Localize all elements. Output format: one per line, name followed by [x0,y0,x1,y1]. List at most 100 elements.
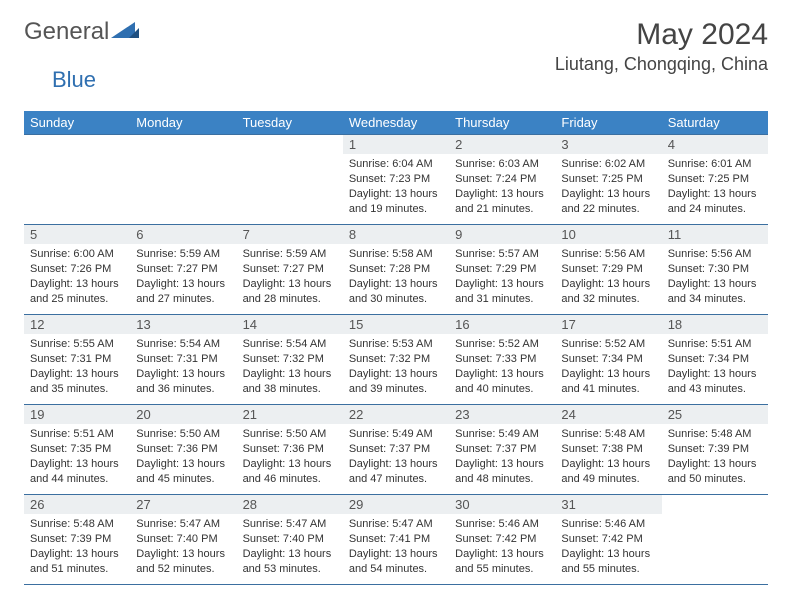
day-number: 18 [662,315,768,334]
day-details: Sunrise: 5:47 AMSunset: 7:40 PMDaylight:… [130,514,236,582]
calendar-week-row: 1Sunrise: 6:04 AMSunset: 7:23 PMDaylight… [24,135,768,225]
calendar-day-cell: 22Sunrise: 5:49 AMSunset: 7:37 PMDayligh… [343,405,449,495]
day-number: 8 [343,225,449,244]
day-number: 1 [343,135,449,154]
day-number: 24 [555,405,661,424]
calendar-week-row: 5Sunrise: 6:00 AMSunset: 7:26 PMDaylight… [24,225,768,315]
calendar-day-cell: 31Sunrise: 5:46 AMSunset: 7:42 PMDayligh… [555,495,661,585]
day-details: Sunrise: 5:57 AMSunset: 7:29 PMDaylight:… [449,244,555,312]
calendar-table: Sunday Monday Tuesday Wednesday Thursday… [24,111,768,585]
day-details: Sunrise: 5:56 AMSunset: 7:30 PMDaylight:… [662,244,768,312]
weekday-header: Friday [555,111,661,135]
day-details: Sunrise: 5:47 AMSunset: 7:40 PMDaylight:… [237,514,343,582]
weekday-header: Saturday [662,111,768,135]
day-number: 15 [343,315,449,334]
day-details: Sunrise: 5:46 AMSunset: 7:42 PMDaylight:… [555,514,661,582]
day-number: 31 [555,495,661,514]
calendar-day-cell: 6Sunrise: 5:59 AMSunset: 7:27 PMDaylight… [130,225,236,315]
day-number: 5 [24,225,130,244]
calendar-day-cell: 19Sunrise: 5:51 AMSunset: 7:35 PMDayligh… [24,405,130,495]
day-number: 28 [237,495,343,514]
calendar-day-cell [237,135,343,225]
day-details: Sunrise: 5:50 AMSunset: 7:36 PMDaylight:… [130,424,236,492]
calendar-week-row: 19Sunrise: 5:51 AMSunset: 7:35 PMDayligh… [24,405,768,495]
calendar-day-cell: 12Sunrise: 5:55 AMSunset: 7:31 PMDayligh… [24,315,130,405]
calendar-day-cell: 24Sunrise: 5:48 AMSunset: 7:38 PMDayligh… [555,405,661,495]
month-title: May 2024 [555,18,768,52]
day-number: 12 [24,315,130,334]
day-details: Sunrise: 5:49 AMSunset: 7:37 PMDaylight:… [343,424,449,492]
calendar-day-cell [130,135,236,225]
logo-text-a: General [24,18,109,46]
calendar-day-cell: 23Sunrise: 5:49 AMSunset: 7:37 PMDayligh… [449,405,555,495]
calendar-day-cell: 3Sunrise: 6:02 AMSunset: 7:25 PMDaylight… [555,135,661,225]
day-details: Sunrise: 5:54 AMSunset: 7:31 PMDaylight:… [130,334,236,402]
day-details: Sunrise: 5:52 AMSunset: 7:33 PMDaylight:… [449,334,555,402]
day-details: Sunrise: 5:54 AMSunset: 7:32 PMDaylight:… [237,334,343,402]
day-number: 30 [449,495,555,514]
day-number: 7 [237,225,343,244]
calendar-day-cell [662,495,768,585]
day-number: 9 [449,225,555,244]
triangle-icon [111,20,139,45]
weekday-header: Thursday [449,111,555,135]
day-number: 19 [24,405,130,424]
day-details: Sunrise: 5:59 AMSunset: 7:27 PMDaylight:… [130,244,236,312]
day-number: 17 [555,315,661,334]
day-number: 13 [130,315,236,334]
day-number: 10 [555,225,661,244]
calendar-day-cell: 1Sunrise: 6:04 AMSunset: 7:23 PMDaylight… [343,135,449,225]
calendar-day-cell: 30Sunrise: 5:46 AMSunset: 7:42 PMDayligh… [449,495,555,585]
calendar-day-cell: 26Sunrise: 5:48 AMSunset: 7:39 PMDayligh… [24,495,130,585]
day-details: Sunrise: 5:52 AMSunset: 7:34 PMDaylight:… [555,334,661,402]
calendar-day-cell: 10Sunrise: 5:56 AMSunset: 7:29 PMDayligh… [555,225,661,315]
calendar-day-cell: 11Sunrise: 5:56 AMSunset: 7:30 PMDayligh… [662,225,768,315]
calendar-day-cell: 18Sunrise: 5:51 AMSunset: 7:34 PMDayligh… [662,315,768,405]
calendar-day-cell: 28Sunrise: 5:47 AMSunset: 7:40 PMDayligh… [237,495,343,585]
day-details: Sunrise: 5:51 AMSunset: 7:35 PMDaylight:… [24,424,130,492]
weekday-header: Tuesday [237,111,343,135]
calendar-day-cell: 17Sunrise: 5:52 AMSunset: 7:34 PMDayligh… [555,315,661,405]
day-number: 2 [449,135,555,154]
calendar-day-cell: 7Sunrise: 5:59 AMSunset: 7:27 PMDaylight… [237,225,343,315]
day-number: 6 [130,225,236,244]
day-details: Sunrise: 5:55 AMSunset: 7:31 PMDaylight:… [24,334,130,402]
day-details: Sunrise: 5:47 AMSunset: 7:41 PMDaylight:… [343,514,449,582]
calendar-day-cell: 27Sunrise: 5:47 AMSunset: 7:40 PMDayligh… [130,495,236,585]
weekday-header-row: Sunday Monday Tuesday Wednesday Thursday… [24,111,768,135]
day-details: Sunrise: 5:48 AMSunset: 7:39 PMDaylight:… [662,424,768,492]
calendar-day-cell: 29Sunrise: 5:47 AMSunset: 7:41 PMDayligh… [343,495,449,585]
day-number: 27 [130,495,236,514]
day-number: 3 [555,135,661,154]
day-number: 14 [237,315,343,334]
calendar-day-cell: 4Sunrise: 6:01 AMSunset: 7:25 PMDaylight… [662,135,768,225]
day-details: Sunrise: 6:03 AMSunset: 7:24 PMDaylight:… [449,154,555,222]
calendar-day-cell: 15Sunrise: 5:53 AMSunset: 7:32 PMDayligh… [343,315,449,405]
day-number: 11 [662,225,768,244]
calendar-day-cell: 8Sunrise: 5:58 AMSunset: 7:28 PMDaylight… [343,225,449,315]
calendar-week-row: 12Sunrise: 5:55 AMSunset: 7:31 PMDayligh… [24,315,768,405]
calendar-day-cell: 25Sunrise: 5:48 AMSunset: 7:39 PMDayligh… [662,405,768,495]
weekday-header: Sunday [24,111,130,135]
day-details: Sunrise: 6:00 AMSunset: 7:26 PMDaylight:… [24,244,130,312]
weekday-header: Monday [130,111,236,135]
day-details: Sunrise: 6:02 AMSunset: 7:25 PMDaylight:… [555,154,661,222]
calendar-week-row: 26Sunrise: 5:48 AMSunset: 7:39 PMDayligh… [24,495,768,585]
day-details: Sunrise: 5:50 AMSunset: 7:36 PMDaylight:… [237,424,343,492]
day-details: Sunrise: 5:46 AMSunset: 7:42 PMDaylight:… [449,514,555,582]
logo-text-b: Blue [52,67,792,93]
day-number: 25 [662,405,768,424]
day-details: Sunrise: 5:48 AMSunset: 7:38 PMDaylight:… [555,424,661,492]
day-details: Sunrise: 6:04 AMSunset: 7:23 PMDaylight:… [343,154,449,222]
day-number: 4 [662,135,768,154]
day-number: 22 [343,405,449,424]
logo: General [24,18,141,46]
calendar-day-cell: 9Sunrise: 5:57 AMSunset: 7:29 PMDaylight… [449,225,555,315]
calendar-day-cell: 13Sunrise: 5:54 AMSunset: 7:31 PMDayligh… [130,315,236,405]
day-number: 20 [130,405,236,424]
calendar-day-cell: 16Sunrise: 5:52 AMSunset: 7:33 PMDayligh… [449,315,555,405]
day-details: Sunrise: 6:01 AMSunset: 7:25 PMDaylight:… [662,154,768,222]
calendar-day-cell [24,135,130,225]
day-number: 26 [24,495,130,514]
day-details: Sunrise: 5:49 AMSunset: 7:37 PMDaylight:… [449,424,555,492]
